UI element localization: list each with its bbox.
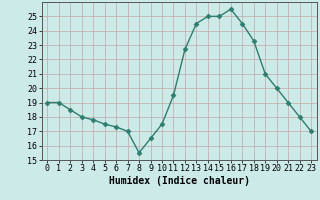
- X-axis label: Humidex (Indice chaleur): Humidex (Indice chaleur): [109, 176, 250, 186]
